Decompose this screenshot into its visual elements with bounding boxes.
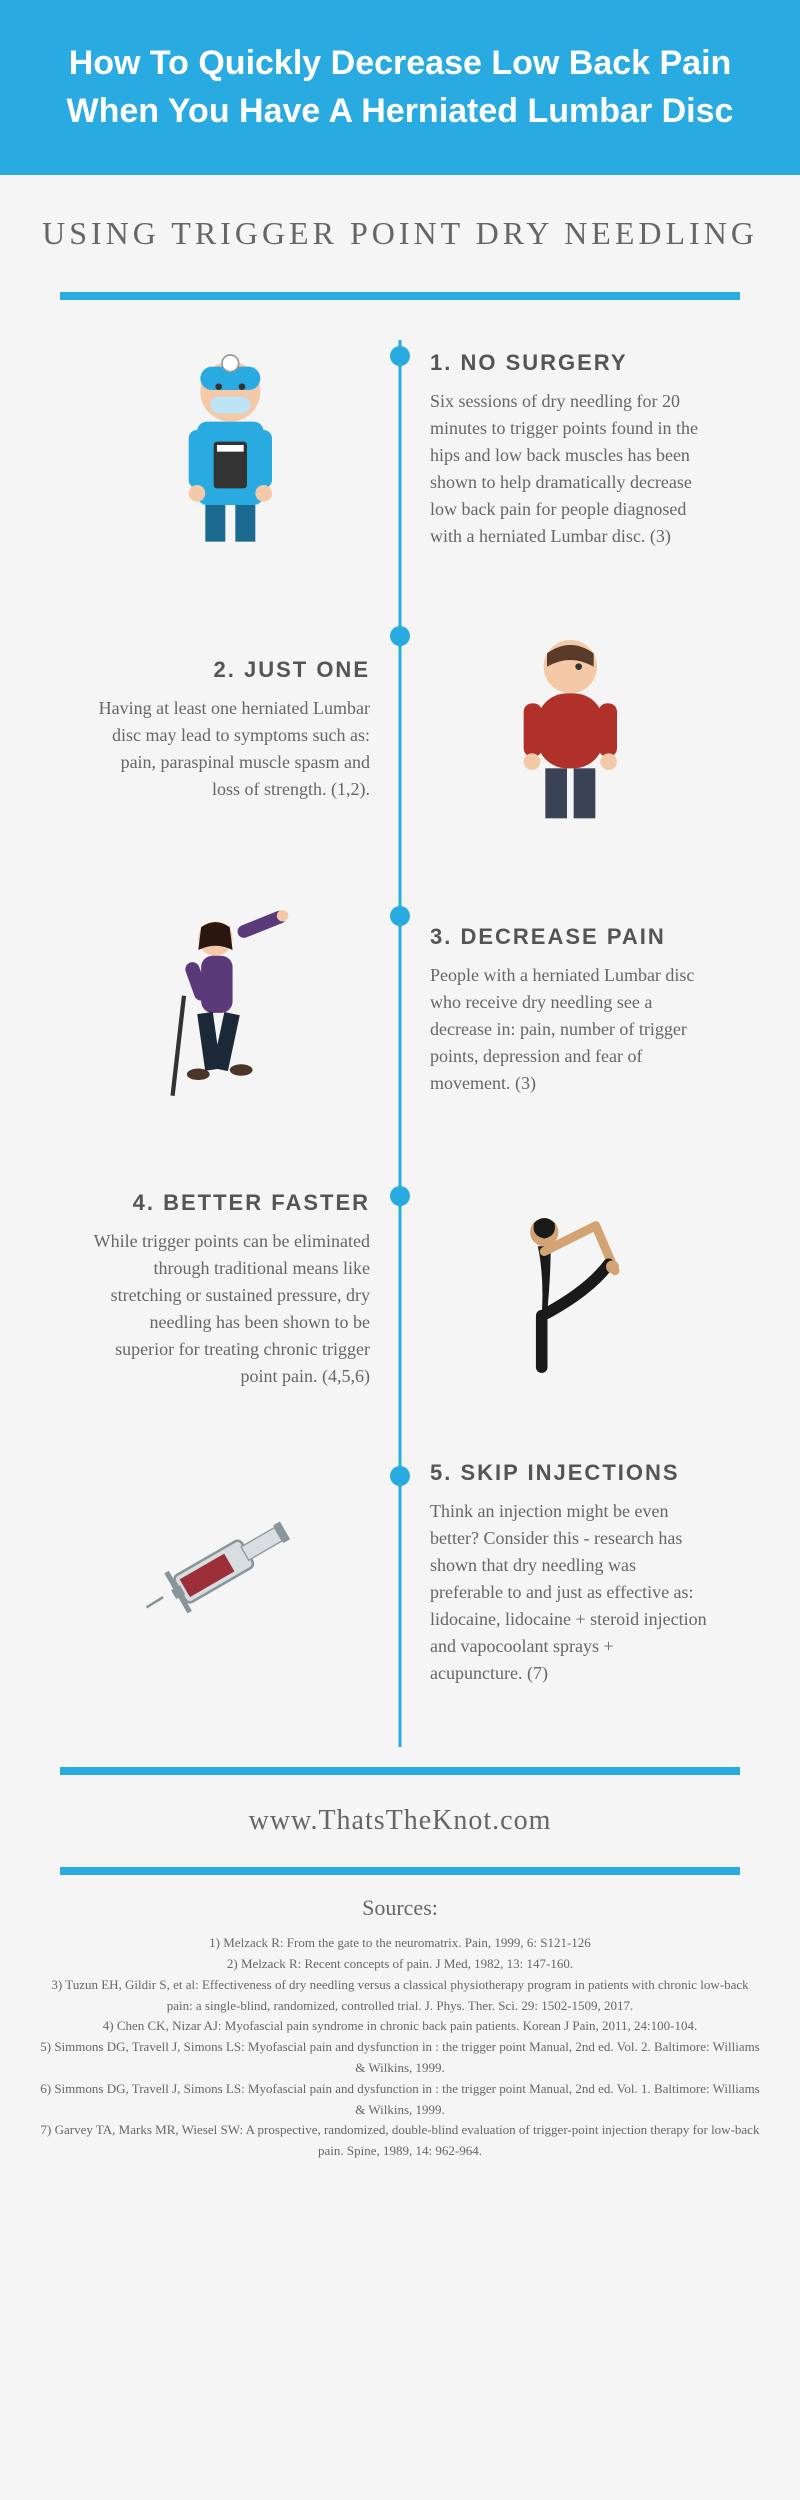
item-body: While trigger points can be eliminated t… — [90, 1228, 370, 1390]
item-body: Think an injection might be even better?… — [430, 1498, 710, 1687]
item-title: 5. SKIP INJECTIONS — [430, 1460, 710, 1486]
item-body: Having at least one herniated Lumbar dis… — [90, 695, 370, 803]
source-line: 6) Simmons DG, Travell J, Simons LS: Myo… — [40, 2079, 760, 2121]
divider-sources — [60, 1867, 740, 1875]
hiker-icon — [90, 910, 370, 1110]
syringe-icon — [90, 1474, 370, 1674]
source-line: 7) Garvey TA, Marks MR, Wiesel SW: A pro… — [40, 2120, 760, 2162]
sources-section: Sources: 1) Melzack R: From the gate to … — [0, 1875, 800, 2222]
yoga-icon — [430, 1190, 710, 1390]
page-title: How To Quickly Decrease Low Back Pain Wh… — [30, 40, 770, 135]
sources-list: 1) Melzack R: From the gate to the neuro… — [40, 1933, 760, 2162]
timeline-item: 3. DECREASE PAIN People with a herniated … — [60, 900, 740, 1120]
timeline-dot — [390, 1466, 410, 1486]
timeline-dot — [390, 346, 410, 366]
timeline-item: 4. BETTER FASTER While trigger points can… — [60, 1180, 740, 1400]
divider-top — [60, 292, 740, 300]
sources-title: Sources: — [40, 1895, 760, 1921]
source-line: 1) Melzack R: From the gate to the neuro… — [40, 1933, 760, 1954]
timeline: 1. NO SURGERY Six sessions of dry needlin… — [0, 300, 800, 1767]
divider-bottom — [60, 1767, 740, 1775]
timeline-dot — [390, 1186, 410, 1206]
timeline-dot — [390, 906, 410, 926]
timeline-item: 2. JUST ONE Having at least one herniated… — [60, 620, 740, 840]
item-title: 4. BETTER FASTER — [90, 1190, 370, 1216]
source-line: 4) Chen CK, Nizar AJ: Myofascial pain sy… — [40, 2016, 760, 2037]
website-url: www.ThatsTheKnot.com — [0, 1775, 800, 1867]
source-line: 2) Melzack R: Recent concepts of pain. J… — [40, 1954, 760, 1975]
header-banner: How To Quickly Decrease Low Back Pain Wh… — [0, 0, 800, 175]
surgeon-icon — [90, 350, 370, 550]
source-line: 3) Tuzun EH, Gildir S, et al: Effectiven… — [40, 1975, 760, 2017]
item-title: 1. NO SURGERY — [430, 350, 710, 376]
timeline-item: 1. NO SURGERY Six sessions of dry needlin… — [60, 340, 740, 560]
item-body: People with a herniated Lumbar disc who … — [430, 962, 710, 1097]
item-title: 2. JUST ONE — [90, 657, 370, 683]
item-body: Six sessions of dry needling for 20 minu… — [430, 388, 710, 550]
subtitle: USING TRIGGER POINT DRY NEEDLING — [0, 175, 800, 292]
timeline-dot — [390, 626, 410, 646]
source-line: 5) Simmons DG, Travell J, Simons LS: Myo… — [40, 2037, 760, 2079]
timeline-item: 5. SKIP INJECTIONS Think an injection mig… — [60, 1460, 740, 1687]
item-title: 3. DECREASE PAIN — [430, 924, 710, 950]
person-red-icon — [430, 630, 710, 830]
